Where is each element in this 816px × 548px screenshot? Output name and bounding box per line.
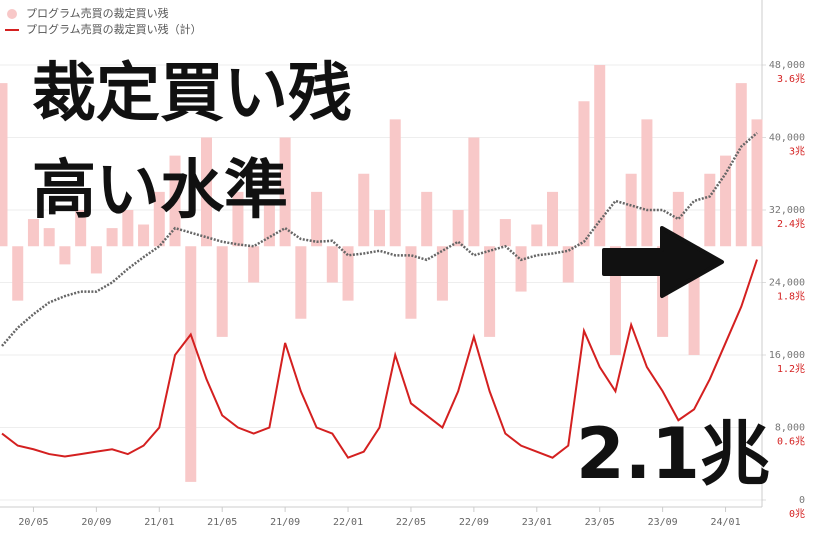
bar bbox=[75, 210, 87, 247]
bar bbox=[295, 246, 307, 319]
x-tick-label: 23/05 bbox=[585, 517, 615, 528]
bar bbox=[625, 173, 637, 247]
x-tick-label: 21/09 bbox=[270, 517, 300, 528]
legend-label: プログラム売買の裁定買い残 bbox=[26, 6, 169, 20]
bar bbox=[90, 246, 102, 274]
bar bbox=[169, 155, 181, 247]
y2-tick-label: 0兆 bbox=[789, 508, 805, 520]
y-tick-label: 32,000 bbox=[769, 205, 805, 216]
bar bbox=[389, 119, 401, 247]
annotation: 2.1兆 bbox=[576, 413, 770, 495]
y2-tick-label: 1.8兆 bbox=[777, 291, 805, 303]
bar bbox=[373, 210, 386, 247]
bar bbox=[735, 83, 747, 247]
bar bbox=[27, 219, 39, 247]
x-tick-label: 23/01 bbox=[522, 517, 552, 528]
bar bbox=[200, 137, 212, 247]
bar bbox=[232, 191, 244, 247]
bar bbox=[0, 83, 8, 247]
y-tick-label: 48,000 bbox=[769, 60, 805, 71]
bar bbox=[122, 210, 134, 247]
annotation: 高い水準 bbox=[32, 154, 288, 228]
bar bbox=[358, 173, 370, 247]
line bbox=[1, 132, 758, 347]
bar bbox=[688, 246, 700, 355]
x-tick-label: 21/01 bbox=[144, 517, 174, 528]
bar bbox=[248, 246, 260, 283]
y-tick-label: 16,000 bbox=[769, 350, 805, 361]
arrow bbox=[602, 226, 724, 298]
bar bbox=[562, 246, 574, 283]
bar bbox=[547, 191, 559, 247]
y-tick-label: 8,000 bbox=[775, 423, 805, 434]
bar bbox=[484, 246, 496, 337]
y-tick-label: 24,000 bbox=[769, 278, 805, 289]
x-tick-label: 20/09 bbox=[81, 517, 111, 528]
bar bbox=[311, 191, 323, 247]
x-tick-label: 21/05 bbox=[207, 517, 237, 528]
x-tick-label: 22/05 bbox=[396, 517, 426, 528]
x-tick-label: 22/09 bbox=[459, 517, 489, 528]
bar bbox=[704, 173, 716, 247]
y2-tick-label: 0.6兆 bbox=[777, 436, 805, 448]
bar bbox=[436, 246, 448, 301]
bar bbox=[405, 246, 417, 319]
bar bbox=[185, 246, 197, 482]
bar bbox=[641, 119, 653, 247]
bar bbox=[499, 219, 511, 247]
legend-label: プログラム売買の裁定買い残（計） bbox=[26, 22, 202, 36]
y2-tick-label: 1.2兆 bbox=[777, 363, 805, 375]
bar bbox=[342, 246, 354, 301]
bar bbox=[515, 246, 527, 292]
bar bbox=[12, 246, 24, 301]
y-tick-label: 40,000 bbox=[769, 133, 805, 144]
line bbox=[1, 259, 758, 459]
bar bbox=[452, 210, 464, 247]
bar bbox=[594, 65, 606, 247]
bar bbox=[468, 137, 480, 247]
x-tick-label: 20/05 bbox=[18, 517, 48, 528]
legend-swatch bbox=[7, 9, 17, 19]
bar bbox=[263, 200, 275, 247]
bar bbox=[279, 137, 291, 247]
x-tick-label: 24/01 bbox=[710, 517, 740, 528]
bar bbox=[106, 228, 118, 247]
y2-tick-label: 2.4兆 bbox=[777, 218, 805, 230]
y2-tick-label: 3兆 bbox=[789, 146, 805, 158]
y2-tick-label: 3.6兆 bbox=[777, 73, 805, 85]
bar bbox=[531, 224, 543, 247]
bar bbox=[421, 191, 433, 247]
bar bbox=[138, 224, 150, 247]
bar bbox=[43, 228, 55, 247]
bar bbox=[326, 246, 338, 283]
y-tick-label: 0 bbox=[799, 495, 805, 506]
bar bbox=[672, 191, 684, 247]
x-tick-label: 23/09 bbox=[648, 517, 678, 528]
annotation: 裁定買い残 bbox=[32, 57, 352, 131]
bar bbox=[216, 246, 228, 337]
bar bbox=[720, 155, 732, 247]
plot: 0 8,000 16,000 24,000 32,000 40,000 48,000 0兆 0.… bbox=[0, 0, 805, 528]
x-tick-label: 22/01 bbox=[333, 517, 363, 528]
bar bbox=[59, 246, 71, 265]
bar bbox=[751, 119, 763, 247]
bar bbox=[153, 191, 165, 247]
bar bbox=[609, 246, 621, 355]
bar bbox=[578, 101, 590, 247]
